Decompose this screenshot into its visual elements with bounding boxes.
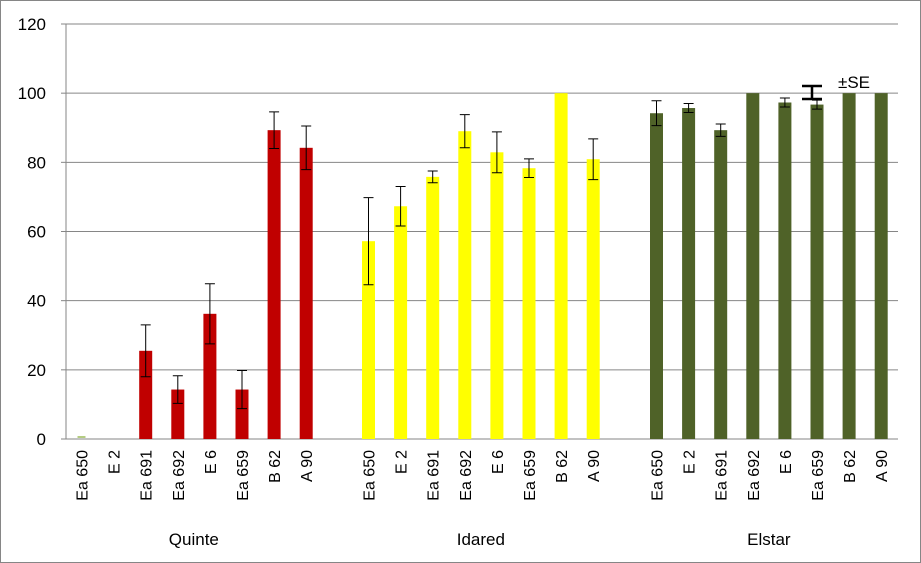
bar — [682, 108, 696, 439]
error-legend: ±SE — [802, 73, 870, 101]
x-tick-label: Ea 691 — [714, 450, 731, 501]
x-tick-label: E 6 — [490, 450, 507, 474]
x-tick-label: Ea 692 — [171, 450, 188, 501]
x-tick-label: Ea 650 — [75, 450, 92, 501]
bar — [714, 130, 728, 439]
x-tick-label: Ea 650 — [650, 450, 667, 501]
group-label: Quinte — [169, 530, 219, 549]
error-bar — [427, 170, 438, 184]
bar — [778, 102, 792, 440]
bar — [490, 152, 504, 439]
bar — [554, 93, 568, 440]
x-tick-label: B 62 — [267, 450, 284, 483]
group-label: Idared — [457, 530, 505, 549]
x-tick-label: A 90 — [299, 450, 316, 482]
bar — [235, 389, 249, 439]
error-bar — [715, 123, 726, 137]
x-tick-label: Ea 692 — [746, 450, 763, 501]
y-tick-label: 100 — [18, 84, 46, 103]
x-tick-label: B 62 — [554, 450, 571, 483]
error-bar — [683, 103, 694, 114]
y-axis-ticks: 0 20 40 60 80 100 120 — [18, 15, 46, 449]
x-tick-label: Ea 692 — [458, 450, 475, 501]
bars — [139, 93, 888, 440]
x-tick-label: Ea 659 — [810, 450, 827, 501]
error-bar — [301, 125, 312, 171]
group-label: Elstar — [747, 530, 791, 549]
bar — [746, 93, 760, 440]
x-axis-labels: Ea 650 E 2 Ea 691 Ea 692 E 6 Ea 659 B 62 A 90 Ea… — [75, 450, 892, 501]
x-tick-label: Ea 659 — [522, 450, 539, 501]
error-bar — [363, 197, 374, 286]
error-legend-icon — [802, 84, 822, 101]
x-tick-label: A 90 — [586, 450, 603, 482]
bar — [426, 176, 440, 439]
y-tick-label: 0 — [37, 430, 46, 449]
error-bar — [779, 97, 790, 108]
x-tick-label: E 6 — [203, 450, 220, 474]
group-labels: Quinte Idared Elstar — [169, 530, 791, 549]
error-bar — [140, 324, 151, 378]
y-tick-label: 80 — [27, 153, 46, 172]
x-tick-label: Ea 659 — [235, 450, 252, 501]
bar — [267, 130, 281, 439]
x-tick-label: E 2 — [394, 450, 411, 474]
bar — [394, 206, 408, 439]
gridlines — [61, 23, 898, 440]
error-bar — [588, 138, 599, 181]
error-bar — [237, 370, 247, 410]
bar — [299, 147, 313, 439]
y-tick-label: 20 — [27, 361, 46, 380]
bar — [139, 350, 153, 439]
y-tick-label: 60 — [27, 223, 46, 242]
x-tick-label: A 90 — [874, 450, 891, 482]
bar — [522, 168, 536, 439]
error-bar — [172, 375, 183, 404]
error-legend-label: ±SE — [838, 73, 870, 92]
x-tick-label: B 62 — [842, 450, 859, 483]
bar — [842, 93, 856, 440]
bar — [874, 93, 888, 440]
error-bar — [491, 131, 502, 174]
bar — [362, 241, 375, 439]
y-tick-label: 40 — [27, 292, 46, 311]
error-bar — [204, 283, 215, 345]
bar — [586, 159, 600, 440]
error-bars — [77, 97, 822, 438]
bar — [458, 131, 472, 440]
error-bar — [651, 100, 662, 127]
y-tick-label: 120 — [18, 15, 46, 34]
bar — [810, 104, 824, 440]
x-tick-label: Ea 691 — [426, 450, 443, 501]
error-bar — [524, 158, 534, 179]
x-tick-label: Ea 691 — [139, 450, 156, 501]
x-tick-label: Ea 650 — [362, 450, 379, 501]
bar — [650, 113, 663, 439]
bar — [171, 389, 185, 439]
error-bar — [395, 186, 406, 227]
x-tick-label: E 2 — [107, 450, 124, 474]
x-tick-label: E 2 — [682, 450, 699, 474]
x-tick-label: E 6 — [778, 450, 795, 474]
error-bar — [269, 111, 280, 149]
bar — [203, 313, 217, 439]
error-bar — [459, 114, 470, 149]
